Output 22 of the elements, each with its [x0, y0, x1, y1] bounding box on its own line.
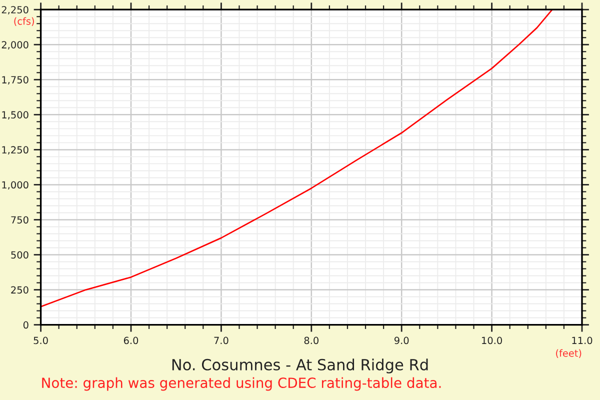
x-tick-label: 9.0	[394, 336, 409, 344]
x-tick-label: 6.0	[124, 336, 138, 344]
x-tick-label: 5.0	[34, 336, 48, 344]
y-tick-label: 0	[23, 321, 28, 329]
x-tick-label: 10.0	[482, 336, 502, 344]
text: No. Cosumnes - At Sand Ridge Rd	[172, 358, 428, 374]
y-tick-label: 500	[11, 251, 28, 259]
text: Note: graph was generated using CDEC rating-table data.	[42, 377, 441, 391]
x-tick-label: 7.0	[214, 336, 228, 344]
line-series	[40, 10, 553, 308]
y-tick-label: 250	[11, 286, 28, 294]
y-tick-label: 2,000	[2, 41, 28, 50]
y-tick-label: 1,000	[2, 181, 28, 190]
y-tick-label: 1,250	[2, 146, 28, 155]
x-axis-title: (feet)	[556, 349, 582, 358]
x-tick-label: 11.0	[572, 336, 592, 344]
y-axis-title: (cfs)	[14, 17, 34, 26]
y-tick-label: 1,750	[2, 76, 28, 84]
y-tick-label: 2,250	[2, 6, 28, 14]
x-tick-label: 8.0	[304, 336, 318, 344]
y-tick-label: 1,500	[2, 111, 28, 120]
y-tick-label: 750	[11, 216, 28, 224]
